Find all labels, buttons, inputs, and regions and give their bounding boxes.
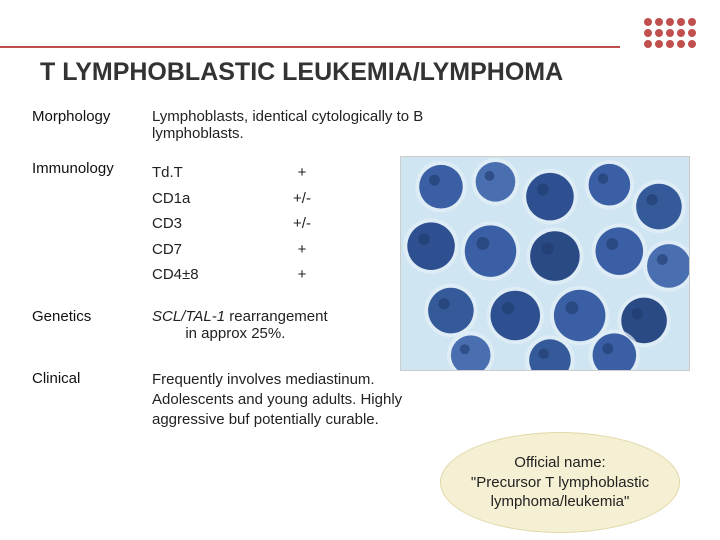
callout-line1: Official name:	[514, 454, 605, 471]
clinical-text: Frequently involves mediastinum. Adolesc…	[152, 370, 432, 431]
title-rule	[0, 46, 620, 48]
immunology-marker-row: Td.T+	[152, 160, 424, 186]
morphology-row: Morphology Lymphoblasts, identical cytol…	[32, 108, 432, 142]
clinical-row: Clinical Frequently involves mediastinum…	[32, 370, 432, 431]
immunology-marker: CD7	[152, 237, 272, 263]
genetics-row: Genetics SCL/TAL-1 rearrangement in appr…	[32, 308, 432, 342]
immunology-value: +	[272, 262, 332, 288]
immunology-marker-row: CD4±8+	[152, 262, 424, 288]
clinical-label: Clinical	[32, 370, 152, 431]
immunology-marker-row: CD3+/-	[152, 211, 424, 237]
immunology-marker-row: CD1a+/-	[152, 186, 424, 212]
immunology-value: +/-	[272, 211, 332, 237]
immunology-marker: Td.T	[152, 160, 272, 186]
immunology-table: Td.T+CD1a+/-CD3+/-CD7+CD4±8+	[152, 160, 432, 288]
official-name-callout: Official name: "Precursor T lymphoblasti…	[440, 432, 680, 533]
genetics-rest: rearrangement	[225, 308, 328, 325]
genetics-text: SCL/TAL-1 rearrangement in approx 25%.	[152, 308, 432, 342]
immunology-label: Immunology	[32, 160, 152, 288]
immunology-marker: CD4±8	[152, 262, 272, 288]
immunology-marker: CD3	[152, 211, 272, 237]
immunology-marker-row: CD7+	[152, 237, 424, 263]
slide-title: T LYMPHOBLASTIC LEUKEMIA/LYMPHOMA	[40, 58, 563, 87]
morphology-text: Lymphoblasts, identical cytologically to…	[152, 108, 432, 142]
callout-line3: lymphoma/leukemia"	[491, 493, 630, 510]
genetics-label: Genetics	[32, 308, 152, 342]
genetics-line2: in approx 25%.	[185, 325, 285, 342]
callout-line2: "Precursor T lymphoblastic	[471, 474, 649, 491]
immunology-row: Immunology Td.T+CD1a+/-CD3+/-CD7+CD4±8+	[32, 160, 432, 288]
genetics-italic: SCL/TAL-1	[152, 308, 225, 325]
immunology-marker: CD1a	[152, 186, 272, 212]
corner-dot-accent	[644, 18, 696, 48]
micrograph-image	[400, 156, 690, 371]
immunology-value: +	[272, 237, 332, 263]
immunology-value: +	[272, 160, 332, 186]
morphology-label: Morphology	[32, 108, 152, 142]
content-area: Morphology Lymphoblasts, identical cytol…	[32, 108, 432, 448]
immunology-value: +/-	[272, 186, 332, 212]
